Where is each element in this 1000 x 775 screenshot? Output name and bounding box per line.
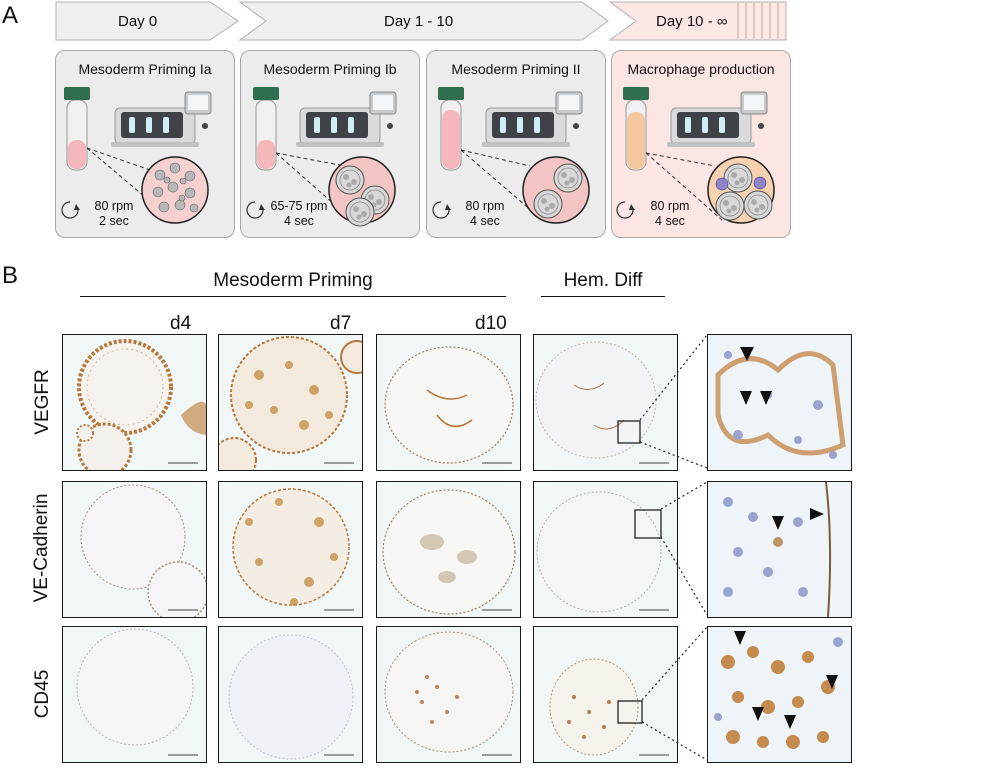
group-underline-mesoderm bbox=[80, 296, 506, 297]
timeline-arrow-day1-10 bbox=[238, 1, 609, 41]
micrograph-vecad-d4 bbox=[62, 481, 207, 618]
panel-a-illustrations bbox=[61, 87, 775, 227]
group-underline-hem bbox=[541, 296, 665, 297]
arrowhead-icon bbox=[772, 516, 784, 530]
arrowhead-icon bbox=[826, 675, 838, 689]
rpm-label: 80 rpm 4 sec bbox=[650, 199, 690, 228]
rpm-label: 65-75 rpm 4 sec bbox=[270, 199, 328, 228]
stage-title: Mesoderm Priming II bbox=[451, 61, 581, 77]
arrowhead-icon bbox=[760, 391, 772, 405]
zoom-vegfr bbox=[707, 334, 852, 471]
micrograph-vegfr-d4 bbox=[62, 334, 207, 471]
timeline-label-day10-inf: Day 10 - ∞ bbox=[656, 13, 728, 30]
micrograph-vegfr-d10 bbox=[376, 334, 521, 471]
micrograph-vecad-hem bbox=[533, 481, 678, 618]
timeline-arrow-day0 bbox=[55, 1, 239, 41]
stage-title: Mesoderm Priming Ib bbox=[263, 61, 397, 77]
col-label-d4: d4 bbox=[170, 313, 192, 334]
rpm-label: 80 rpm 4 sec bbox=[465, 199, 505, 228]
rpm-label: 80 rpm 2 sec bbox=[94, 199, 134, 228]
arrowhead-icon bbox=[740, 391, 752, 405]
micrograph-cd45-hem bbox=[533, 626, 678, 763]
micrograph-cd45-d4 bbox=[62, 626, 207, 763]
timeline-arrows bbox=[55, 1, 787, 41]
micrograph-vegfr-hem bbox=[533, 334, 678, 471]
arrowhead-icon bbox=[784, 715, 796, 729]
zoom-cd45 bbox=[707, 626, 852, 763]
timeline-arrow-day10-inf bbox=[608, 1, 787, 41]
col-label-d10: d10 bbox=[475, 313, 507, 334]
stage-title: Macrophage production bbox=[627, 61, 775, 77]
tube-4 bbox=[623, 87, 649, 171]
tube-3 bbox=[438, 87, 464, 171]
arrowhead-icon bbox=[740, 347, 754, 361]
micrograph-cd45-d7 bbox=[218, 626, 363, 763]
col-label-d7: d7 bbox=[330, 313, 352, 334]
arrowhead-icon bbox=[752, 707, 764, 721]
tube-1 bbox=[64, 87, 90, 171]
panel-b-letter: B bbox=[2, 262, 19, 289]
group-label-mesoderm: Mesoderm Priming bbox=[213, 270, 373, 291]
panel-a-letter: A bbox=[2, 2, 19, 29]
arrowhead-icon bbox=[810, 508, 824, 520]
micrograph-cd45-d10 bbox=[376, 626, 521, 763]
timeline-label-day0: Day 0 bbox=[118, 13, 158, 30]
stage-title: Mesoderm Priming Ia bbox=[78, 61, 212, 77]
micrograph-vegfr-d7 bbox=[218, 334, 363, 471]
micrograph-vecad-d10 bbox=[376, 481, 521, 618]
timeline-label-day1-10: Day 1 - 10 bbox=[384, 13, 454, 30]
zoom-vecad bbox=[707, 481, 852, 618]
tube-2 bbox=[253, 87, 279, 171]
group-label-hem: Hem. Diff bbox=[563, 270, 643, 291]
micrograph-vecad-d7 bbox=[218, 481, 363, 618]
arrowhead-icon bbox=[734, 631, 746, 645]
